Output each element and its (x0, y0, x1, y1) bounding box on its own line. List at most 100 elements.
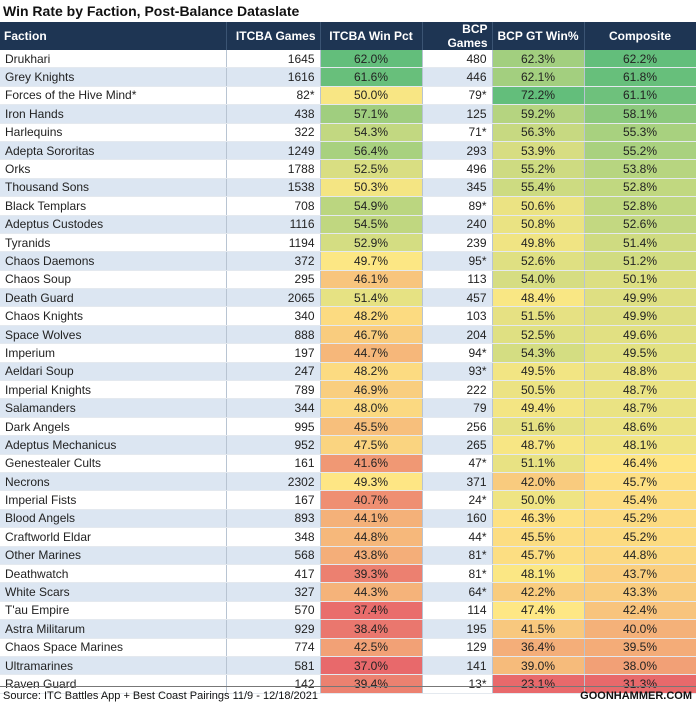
value-cell: 103 (422, 306, 493, 326)
value-cell: 48.7% (584, 380, 696, 400)
value-cell: 789 (226, 380, 321, 400)
faction-cell: Thousand Sons (0, 178, 227, 198)
value-cell: 37.0% (320, 656, 423, 676)
value-cell: 265 (422, 435, 493, 455)
value-cell: 45.2% (584, 527, 696, 547)
value-cell: 62.0% (320, 50, 423, 69)
table-row: Death Guard 2065 51.4% 457 48.4% 49.9% (0, 288, 696, 308)
value-cell: 52.5% (320, 159, 423, 179)
value-cell: 113 (422, 270, 493, 290)
faction-cell: Raven Guard (0, 674, 227, 694)
value-cell: 59.2% (492, 104, 585, 124)
value-cell: 79 (422, 398, 493, 418)
column-header: ITCBA Win Pct (320, 22, 423, 50)
table-row: Forces of the Hive Mind* 82* 50.0% 79* 72.2%… (0, 86, 696, 106)
value-cell: 48.2% (320, 362, 423, 382)
footer: Source: ITC Battles App + Best Coast Pai… (0, 686, 696, 706)
value-cell: 50.3% (320, 178, 423, 198)
value-cell: 56.4% (320, 141, 423, 161)
column-header: ITCBA Games (226, 22, 321, 50)
value-cell: 142 (226, 674, 321, 694)
value-cell: 44.8% (320, 527, 423, 547)
value-cell: 46.7% (320, 325, 423, 345)
value-cell: 46.9% (320, 380, 423, 400)
value-cell: 581 (226, 656, 321, 676)
value-cell: 49.9% (584, 306, 696, 326)
faction-cell: Imperium (0, 343, 227, 363)
value-cell: 51.4% (320, 288, 423, 308)
value-cell: 50.1% (584, 270, 696, 290)
value-cell: 344 (226, 398, 321, 418)
value-cell: 46.4% (584, 454, 696, 473)
value-cell: 51.4% (584, 233, 696, 253)
value-cell: 51.2% (584, 251, 696, 271)
table-row: Thousand Sons 1538 50.3% 345 55.4% 52.8% (0, 178, 696, 198)
value-cell: 39.0% (492, 656, 585, 676)
table-row: Adeptus Custodes 1116 54.5% 240 50.8% 52.6% (0, 215, 696, 234)
header-row: Faction ITCBA Games ITCBA Win Pct BCP Games… (0, 22, 696, 50)
value-cell: 39.4% (320, 674, 423, 694)
value-cell: 95* (422, 251, 493, 271)
value-cell: 48.7% (492, 435, 585, 455)
value-cell: 31.3% (584, 674, 696, 694)
table-row: Dark Angels 995 45.5% 256 51.6% 48.6% (0, 417, 696, 437)
value-cell: 57.1% (320, 104, 423, 124)
value-cell: 39.5% (584, 638, 696, 657)
value-cell: 50.5% (492, 380, 585, 400)
value-cell: 93* (422, 362, 493, 382)
table-row: Tyranids 1194 52.9% 239 49.8% 51.4% (0, 233, 696, 253)
value-cell: 49.3% (320, 472, 423, 492)
faction-cell: Chaos Daemons (0, 251, 227, 271)
value-cell: 94* (422, 343, 493, 363)
value-cell: 46.1% (320, 270, 423, 290)
value-cell: 44.7% (320, 343, 423, 363)
value-cell: 49.8% (492, 233, 585, 253)
value-cell: 48.0% (320, 398, 423, 418)
table-row: Iron Hands 438 57.1% 125 59.2% 58.1% (0, 104, 696, 124)
value-cell: 51.5% (492, 306, 585, 326)
value-cell: 570 (226, 601, 321, 621)
value-cell: 371 (422, 472, 493, 492)
value-cell: 247 (226, 362, 321, 382)
value-cell: 61.6% (320, 67, 423, 87)
value-cell: 49.4% (492, 398, 585, 418)
value-cell: 52.9% (320, 233, 423, 253)
value-cell: 37.4% (320, 601, 423, 621)
faction-cell: Other Marines (0, 546, 227, 565)
value-cell: 52.6% (492, 251, 585, 271)
value-cell: 49.7% (320, 251, 423, 271)
value-cell: 43.8% (320, 546, 423, 565)
title: Win Rate by Faction, Post-Balance Datasl… (3, 3, 300, 19)
value-cell: 345 (422, 178, 493, 198)
faction-cell: Genestealer Cults (0, 454, 227, 473)
column-header: BCP GT Win% (492, 22, 585, 50)
value-cell: 55.4% (492, 178, 585, 198)
value-cell: 47.4% (492, 601, 585, 621)
value-cell: 417 (226, 564, 321, 584)
value-cell: 39.3% (320, 564, 423, 584)
column-header: Composite (584, 22, 696, 50)
value-cell: 348 (226, 527, 321, 547)
value-cell: 54.0% (492, 270, 585, 290)
value-cell: 708 (226, 196, 321, 216)
faction-cell: Craftworld Eldar (0, 527, 227, 547)
value-cell: 45.2% (584, 509, 696, 529)
value-cell: 54.9% (320, 196, 423, 216)
value-cell: 64* (422, 582, 493, 602)
value-cell: 89* (422, 196, 493, 216)
value-cell: 929 (226, 619, 321, 639)
value-cell: 51.6% (492, 417, 585, 437)
value-cell: 44* (422, 527, 493, 547)
faction-cell: Ultramarines (0, 656, 227, 676)
faction-cell: Necrons (0, 472, 227, 492)
table-row: Craftworld Eldar 348 44.8% 44* 45.5% 45.2% (0, 527, 696, 547)
column-header: Faction (0, 22, 227, 50)
faction-cell: Dark Angels (0, 417, 227, 437)
value-cell: 1616 (226, 67, 321, 87)
value-cell: 48.7% (584, 398, 696, 418)
value-cell: 239 (422, 233, 493, 253)
table-row: White Scars 327 44.3% 64* 42.2% 43.3% (0, 582, 696, 602)
value-cell: 47* (422, 454, 493, 473)
value-cell: 50.8% (492, 215, 585, 234)
